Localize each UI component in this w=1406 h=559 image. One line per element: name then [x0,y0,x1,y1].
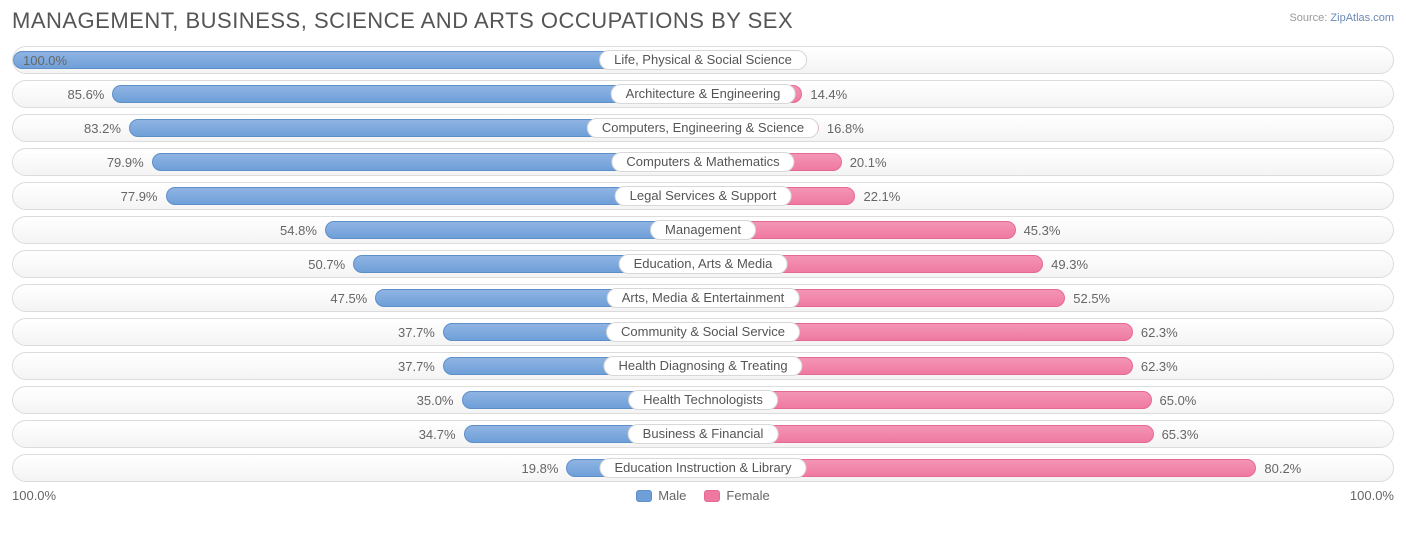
category-label: Computers & Mathematics [611,152,794,172]
category-label: Health Diagnosing & Treating [603,356,802,376]
source-attribution: Source: ZipAtlas.com [1289,12,1394,24]
male-pct-label: 37.7% [398,319,435,346]
chart-row: 35.0% 65.0% Health Technologists [12,386,1394,414]
female-pct-label: 22.1% [863,183,900,210]
legend-female: Female [704,488,769,503]
category-label: Arts, Media & Entertainment [607,288,800,308]
chart-row: 50.7% 49.3% Education, Arts & Media [12,250,1394,278]
male-pct-label: 100.0% [23,47,67,74]
male-pct-label: 54.8% [280,217,317,244]
chart-row: 34.7% 65.3% Business & Financial [12,420,1394,448]
chart-title: MANAGEMENT, BUSINESS, SCIENCE AND ARTS O… [12,8,793,34]
female-pct-label: 62.3% [1141,353,1178,380]
male-pct-label: 35.0% [417,387,454,414]
female-pct-label: 14.4% [810,81,847,108]
category-label: Management [650,220,756,240]
chart-row: 83.2% 16.8% Computers, Engineering & Scien… [12,114,1394,142]
male-pct-label: 19.8% [522,455,559,482]
chart-header: MANAGEMENT, BUSINESS, SCIENCE AND ARTS O… [12,8,1394,34]
category-label: Education, Arts & Media [619,254,788,274]
category-label: Architecture & Engineering [611,84,796,104]
chart-row: 47.5% 52.5% Arts, Media & Entertainment [12,284,1394,312]
male-pct-label: 83.2% [84,115,121,142]
female-pct-label: 80.2% [1264,455,1301,482]
male-bar [325,221,703,239]
legend-male-label: Male [658,488,686,503]
female-pct-label: 45.3% [1024,217,1061,244]
x-axis: 100.0% Male Female 100.0% [12,488,1394,503]
female-pct-label: 65.0% [1160,387,1197,414]
chart-row: 54.8% 45.3% Management [12,216,1394,244]
female-pct-label: 16.8% [827,115,864,142]
male-pct-label: 85.6% [68,81,105,108]
source-label: Source: [1289,12,1327,24]
source-value: ZipAtlas.com [1330,12,1394,24]
female-pct-label: 62.3% [1141,319,1178,346]
category-label: Health Technologists [628,390,778,410]
chart-row: 19.8% 80.2% Education Instruction & Librar… [12,454,1394,482]
category-label: Education Instruction & Library [599,458,806,478]
male-pct-label: 50.7% [308,251,345,278]
category-label: Business & Financial [628,424,779,444]
chart-row: 37.7% 62.3% Health Diagnosing & Treating [12,352,1394,380]
chart-row: 79.9% 20.1% Computers & Mathematics [12,148,1394,176]
female-pct-label: 52.5% [1073,285,1110,312]
category-label: Legal Services & Support [615,186,792,206]
legend-female-label: Female [726,488,769,503]
female-pct-label: 20.1% [850,149,887,176]
female-swatch-icon [704,490,720,502]
category-label: Computers, Engineering & Science [587,118,819,138]
axis-left-label: 100.0% [12,488,56,503]
legend-male: Male [636,488,686,503]
category-label: Community & Social Service [606,322,800,342]
diverging-bar-chart: 100.0%0.0%Life, Physical & Social Scienc… [12,46,1394,482]
male-pct-label: 47.5% [330,285,367,312]
male-swatch-icon [636,490,652,502]
female-pct-label: 49.3% [1051,251,1088,278]
male-pct-label: 34.7% [419,421,456,448]
male-pct-label: 37.7% [398,353,435,380]
axis-right-label: 100.0% [1350,488,1394,503]
category-label: Life, Physical & Social Science [599,50,807,70]
male-pct-label: 79.9% [107,149,144,176]
chart-row: 100.0%0.0%Life, Physical & Social Scienc… [12,46,1394,74]
chart-row: 85.6% 14.4% Architecture & Engineering [12,80,1394,108]
legend: Male Female [636,488,770,503]
female-pct-label: 65.3% [1162,421,1199,448]
male-pct-label: 77.9% [121,183,158,210]
chart-row: 77.9% 22.1% Legal Services & Support [12,182,1394,210]
chart-row: 37.7% 62.3% Community & Social Service [12,318,1394,346]
